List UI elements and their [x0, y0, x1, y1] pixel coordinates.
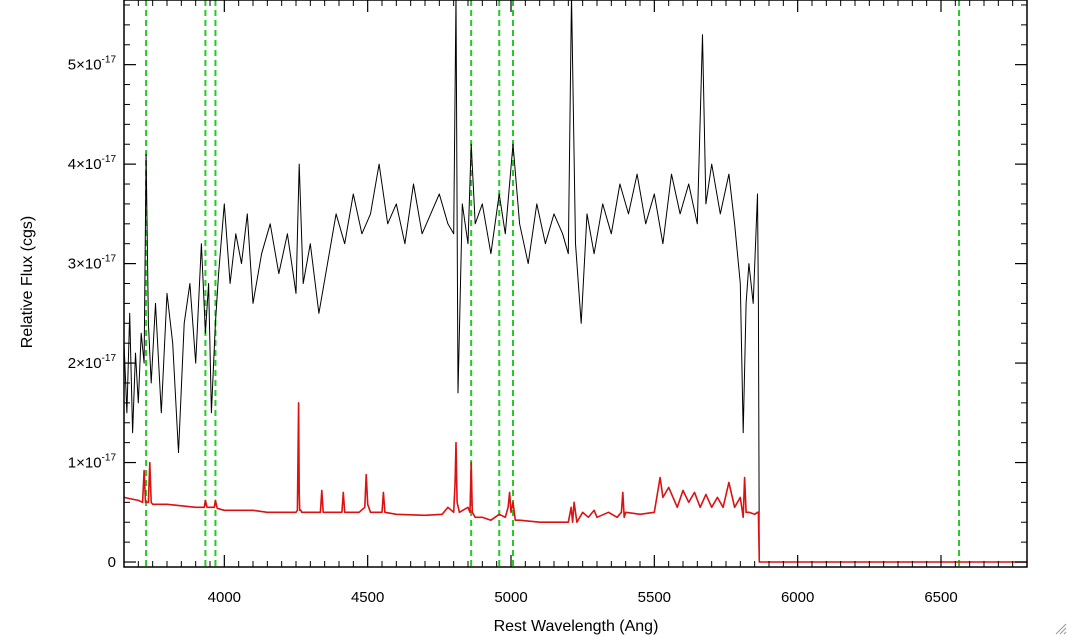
- y-tick-label: 4×10-17: [68, 154, 117, 173]
- y-tick-label: 5×10-17: [68, 55, 117, 74]
- x-tick-label: 4500: [351, 589, 384, 606]
- y-tick-label: 1×10-17: [68, 453, 117, 472]
- x-tick-label: 6500: [924, 589, 957, 606]
- model-line: [123, 402, 1027, 563]
- spectrum-line: [123, 0, 1027, 563]
- x-axis-title: Rest Wavelength (Ang): [494, 618, 659, 635]
- x-tick-label: 5500: [638, 589, 671, 606]
- resize-grip-icon[interactable]: [1055, 623, 1067, 635]
- plot-frame: [123, 0, 1028, 568]
- y-tick-label: 3×10-17: [68, 254, 117, 273]
- reference-lines: [145, 0, 961, 567]
- y-axis-title: Relative Flux (cgs): [19, 216, 36, 348]
- x-tick-label: 6000: [781, 589, 814, 606]
- tick-labels: 4000 4500 5000 5500 6000 6500 0 1×10-17 2×10-17 3…: [68, 55, 958, 606]
- x-tick-label: 4000: [208, 589, 241, 606]
- series-layer: [123, 0, 1027, 563]
- y-tick-label: 0: [108, 554, 116, 571]
- x-tick-label: 5000: [494, 589, 527, 606]
- axis-ticks: [123, 0, 1028, 567]
- y-tick-label: 2×10-17: [68, 353, 117, 372]
